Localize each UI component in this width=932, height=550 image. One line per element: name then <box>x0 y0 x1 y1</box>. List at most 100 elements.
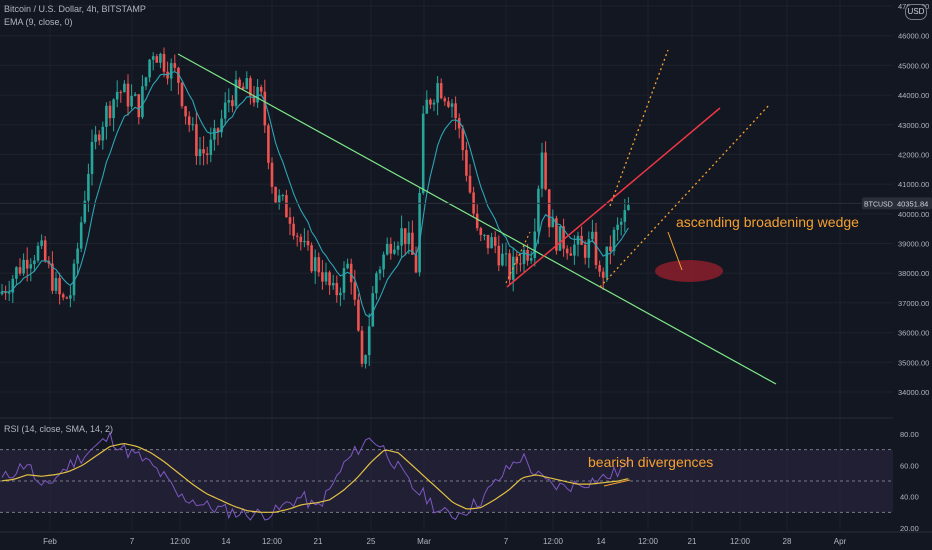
time-tick-label: 12:00 <box>730 537 751 546</box>
price-tick-label: 34000.00 <box>898 388 929 397</box>
candle-body <box>317 257 321 273</box>
ema-line <box>1 71 629 318</box>
candle-body <box>349 263 353 283</box>
divergence-annotation[interactable]: bearish divergences <box>588 454 713 470</box>
candle-body <box>0 291 4 295</box>
candle-body <box>83 200 87 223</box>
candle-body <box>594 231 598 266</box>
candle-body <box>385 243 389 255</box>
candle-body <box>213 128 216 140</box>
candle-body <box>540 152 544 189</box>
candle-body <box>123 83 126 93</box>
candle-body <box>252 95 256 103</box>
wedge-lower-dotted <box>599 103 771 288</box>
candle-body <box>130 95 133 107</box>
candle-body <box>339 292 342 296</box>
rsi-tick-label: 40.00 <box>900 493 919 502</box>
candle-body <box>51 263 54 291</box>
candle-body <box>162 53 166 72</box>
candle-body <box>483 234 486 236</box>
time-tick-label: 14 <box>222 537 231 546</box>
rsi-tick-label: 80.00 <box>900 430 919 439</box>
rsi-legend: RSI (14, close, SMA, 14, 2) <box>4 424 114 434</box>
ema-legend: EMA (9, close, 0) <box>4 17 73 27</box>
candle-body <box>223 102 227 119</box>
candle-body <box>475 213 479 229</box>
candle-body <box>263 91 267 126</box>
candle-body <box>335 282 339 296</box>
candle-body <box>421 113 425 193</box>
candle-body <box>94 134 97 142</box>
candle-body <box>605 246 609 278</box>
candle-body <box>371 293 375 327</box>
candle-body <box>551 218 555 228</box>
candle-body <box>331 282 335 286</box>
candle-body <box>601 271 605 278</box>
price-tick-label: 46000.00 <box>898 32 929 41</box>
candle-body <box>205 153 209 155</box>
candle-body <box>29 264 33 269</box>
candle-body <box>126 83 130 107</box>
candle-body <box>97 134 101 141</box>
time-tick-label: 28 <box>783 537 792 546</box>
time-axis-bg <box>0 532 932 550</box>
candle-body <box>411 232 414 255</box>
candle-body <box>292 223 295 236</box>
candle-body <box>33 260 36 265</box>
price-tick-label: 39000.00 <box>898 240 929 249</box>
candle-body <box>245 78 249 90</box>
candle-body <box>400 228 403 246</box>
price-tick-label: 37000.00 <box>898 299 929 308</box>
candle-body <box>61 294 65 298</box>
time-tick-label: 7 <box>504 537 509 546</box>
price-tick-label: 40000.00 <box>898 210 929 219</box>
candle-body <box>76 248 79 264</box>
candle-body <box>418 192 421 273</box>
candle-body <box>364 355 367 364</box>
candle-body <box>144 77 148 87</box>
annotation-pointer <box>667 231 683 271</box>
candle-body <box>565 248 569 254</box>
price-tick-label: 44000.00 <box>898 91 929 100</box>
candle-body <box>425 99 429 114</box>
candle-body <box>313 257 317 272</box>
candle-body <box>346 263 349 269</box>
candle-body <box>274 186 277 203</box>
wedge-upper-dotted <box>609 49 669 207</box>
candle-body <box>108 105 112 119</box>
candle-body <box>267 125 270 163</box>
candle-body <box>544 152 547 190</box>
price-axis: 47000.0046000.0045000.0044000.0043000.00… <box>893 0 932 550</box>
price-axis-bg <box>893 0 932 550</box>
candle-body <box>547 189 551 228</box>
price-tick-label: 41000.00 <box>898 180 929 189</box>
time-tick-label: 12:00 <box>170 537 191 546</box>
candle-body <box>202 149 205 154</box>
candle-body <box>87 173 90 201</box>
candles <box>0 47 630 369</box>
price-tick-label: 36000.00 <box>898 329 929 338</box>
time-tick-label: Apr <box>834 537 847 546</box>
candle-body <box>591 231 594 240</box>
candle-body <box>90 141 94 174</box>
candle-body <box>407 232 411 245</box>
candle-body <box>234 79 238 107</box>
candle-body <box>101 126 105 141</box>
candle-body <box>58 278 61 295</box>
candle-body <box>277 195 281 203</box>
currency-badge[interactable]: USD <box>905 4 927 20</box>
candle-body <box>493 237 497 246</box>
candle-body <box>616 224 619 230</box>
candle-body <box>519 263 522 265</box>
wedge-annotation[interactable]: ascending broadening wedge <box>676 214 859 230</box>
candle-body <box>576 235 580 245</box>
candle-body <box>227 100 231 103</box>
candle-body <box>238 79 241 87</box>
rsi-tick-label: 20.00 <box>900 524 919 533</box>
candle-body <box>303 240 306 243</box>
time-tick-label: 25 <box>367 537 376 546</box>
price-tick-label: 38000.00 <box>898 269 929 278</box>
candle-body <box>526 250 529 261</box>
divergence-marker <box>603 479 631 487</box>
